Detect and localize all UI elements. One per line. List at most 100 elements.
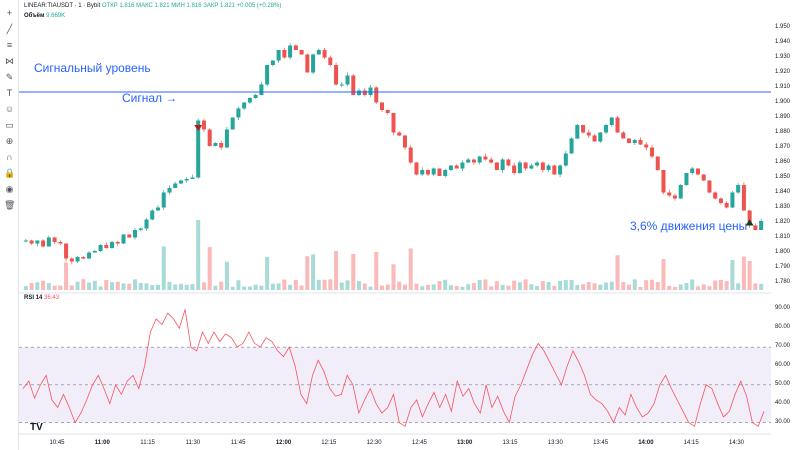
volume-bar (529, 284, 534, 290)
trash-icon[interactable]: 🗑 (4, 200, 16, 210)
fib-icon[interactable]: ≡ (6, 40, 13, 50)
volume-bar (144, 283, 149, 290)
volume-bar (311, 254, 316, 290)
volume-bar (713, 280, 718, 290)
candle (242, 102, 247, 109)
zoom-icon[interactable]: ⊕ (5, 136, 14, 146)
volume-bar (632, 279, 637, 290)
price-tick-label: 1.910 (775, 83, 791, 90)
pattern-icon[interactable]: ⋈ (5, 56, 14, 66)
volume-bar (190, 284, 195, 290)
candle (431, 168, 436, 175)
time-tick-label: 13:00 (457, 440, 473, 446)
volume-bar (201, 282, 206, 290)
candle (121, 234, 126, 244)
volume-bar (282, 279, 287, 290)
volume-bar (236, 280, 241, 290)
volume-bar (535, 286, 540, 290)
volume-bar (477, 279, 482, 290)
price-tick-label: 1.860 (775, 158, 791, 165)
candle (644, 144, 649, 148)
volume-bar (178, 283, 183, 290)
time-tick-label: 12:00 (275, 440, 292, 446)
candle (75, 257, 80, 262)
crosshair-icon[interactable]: + (6, 8, 13, 18)
candle (540, 162, 545, 170)
volume-bar (385, 284, 390, 290)
candle (276, 50, 281, 61)
volume-bar (161, 246, 166, 290)
volume-bar (569, 279, 574, 290)
candle (98, 245, 103, 251)
volume-bar (690, 279, 695, 290)
level-annotation[interactable]: Сигнальный уровень (34, 61, 151, 75)
volume-bar (552, 285, 557, 290)
rsi-title: RSI 14 (24, 295, 43, 301)
time-tick-label: 14:15 (683, 440, 699, 446)
candle (575, 125, 580, 139)
emoji-icon[interactable]: ☺ (4, 104, 15, 114)
move-annotation[interactable]: 3,6% движения цены (630, 219, 748, 233)
eye-icon[interactable]: ◉ (5, 184, 14, 194)
ohlc-values: ОТКР 1.816 МАКС 1.821 МИН 1.816 ЗАКР 1.8… (101, 3, 282, 9)
candle (678, 185, 683, 199)
ruler-icon[interactable]: ▭ (5, 120, 14, 130)
text-icon[interactable]: T (6, 88, 13, 98)
volume-bar (357, 280, 362, 290)
volume-bar (305, 256, 310, 290)
candle (489, 159, 494, 163)
candle (684, 173, 689, 185)
candle (759, 221, 764, 230)
volume-bar (684, 283, 689, 290)
price-tick-label: 1.790 (775, 263, 791, 270)
rsi-line (22, 309, 765, 427)
candle (155, 207, 160, 211)
candle (609, 117, 614, 125)
volume-bar (328, 279, 333, 290)
price-chart[interactable] (19, 0, 771, 450)
price-tick-label: 1.800 (775, 248, 791, 255)
candle (339, 84, 344, 86)
rsi-band (19, 347, 771, 423)
price-tick-label: 1.810 (775, 233, 791, 240)
volume-bar (575, 285, 580, 290)
volume-bar (678, 284, 683, 290)
volume-bar (546, 282, 551, 290)
volume-bar (224, 261, 229, 290)
signal-annotation[interactable]: Сигнал → (122, 91, 178, 105)
candle (288, 45, 293, 58)
magnet-icon[interactable]: ∩ (6, 152, 13, 162)
volume-legend[interactable]: Объём 9.669K (24, 13, 65, 19)
price-axis[interactable]: 1.950 1.940 1.930 1.920 1.910 1.900 1.890 1.880… (771, 0, 800, 450)
rsi-legend[interactable]: RSI 14 36.43 (24, 295, 59, 301)
volume-bar (437, 281, 442, 290)
price-tick-label: 1.830 (775, 203, 791, 210)
volume-bar (454, 285, 459, 290)
candle (87, 252, 92, 259)
lock-icon[interactable]: 🔒 (4, 168, 16, 178)
trendline-icon[interactable]: ╱ (6, 24, 13, 34)
candle (736, 185, 741, 193)
volume-bar (334, 250, 339, 290)
time-tick-label: 14:00 (638, 440, 654, 446)
volume-bar (23, 286, 28, 290)
tradingview-logo[interactable]: TV (30, 422, 43, 433)
volume-bar (598, 284, 603, 290)
candle (299, 50, 304, 55)
volume-bar (259, 285, 264, 290)
rsi-tick-label: 50.00 (775, 380, 791, 387)
volume-bar (460, 286, 465, 290)
volume-bar (110, 282, 115, 290)
candle (219, 143, 224, 148)
candle (724, 203, 729, 208)
candle (655, 156, 660, 170)
volume-bar (425, 284, 430, 290)
candle (741, 185, 746, 211)
brush-icon[interactable]: ✎ (5, 72, 14, 82)
volume-bar (127, 283, 132, 290)
candle (414, 162, 419, 175)
candle (374, 87, 379, 103)
volume-bar (391, 264, 396, 290)
volume-bar (592, 283, 597, 290)
candle (471, 159, 476, 163)
